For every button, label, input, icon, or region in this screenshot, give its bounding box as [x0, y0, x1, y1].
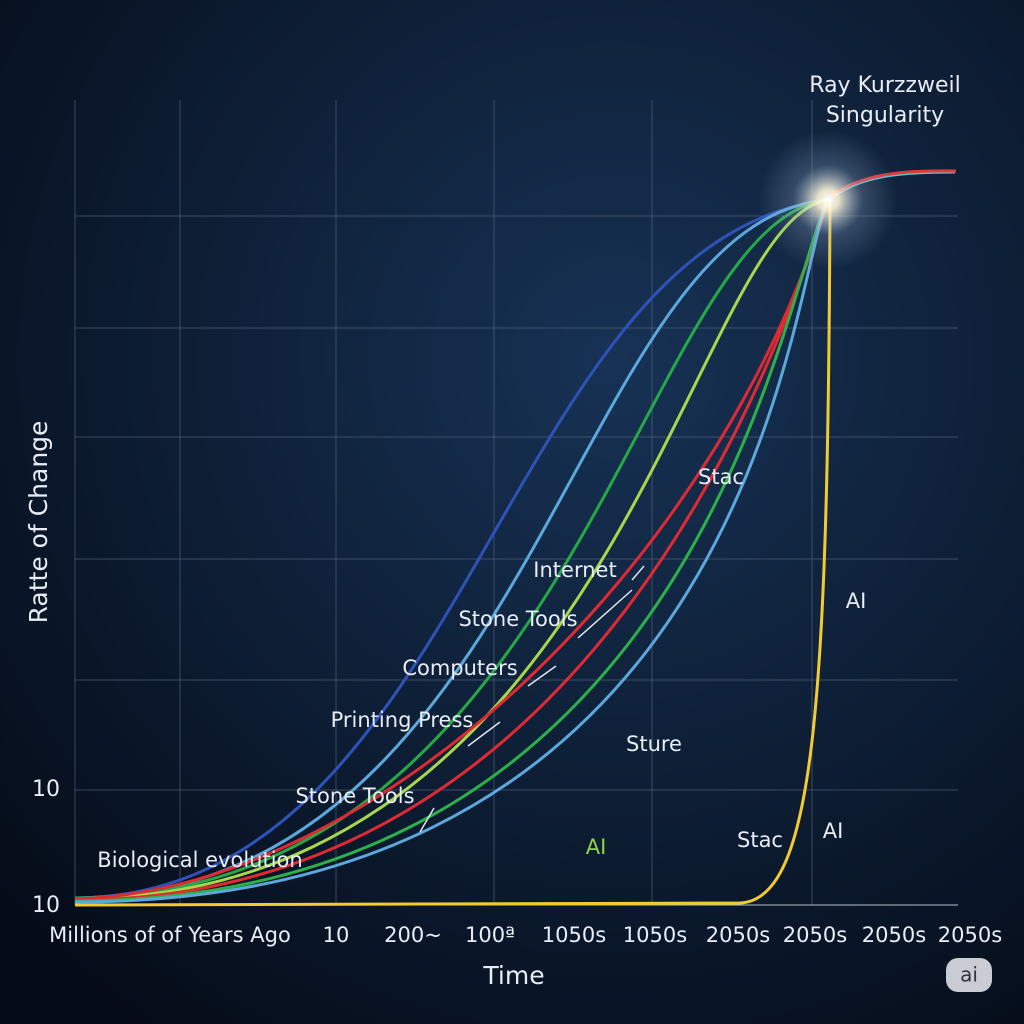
annotation: Stone Tools — [458, 607, 577, 631]
annotation: AI — [846, 589, 867, 613]
x-tick-label: 1050s — [623, 923, 687, 947]
x-axis-label: Time — [482, 961, 544, 990]
annotation: AI — [823, 819, 844, 843]
annotations: Stac Internet Stone Tools Computers Printing… — [97, 465, 866, 872]
badge — [946, 958, 992, 992]
annotation: Sture — [626, 732, 682, 756]
annotation: Printing Press — [331, 708, 474, 732]
x-tick-label: 1050s — [542, 923, 606, 947]
y-tick-label: 10 — [32, 777, 60, 802]
annotation: Stac — [698, 465, 744, 489]
x-tick-label: 2050s — [783, 923, 847, 947]
x-tick-label: 2050s — [862, 923, 926, 947]
pointers — [419, 565, 645, 833]
annotation: Internet — [533, 558, 616, 582]
y-axis-label: Ratte of Change — [24, 421, 53, 624]
y-tick-label: 10 — [32, 893, 60, 918]
x-tick-label: 2050s — [706, 923, 770, 947]
title-line: Singularity — [826, 103, 944, 128]
x-tick-label: 10 — [323, 923, 350, 947]
annotation: Biological evolution — [97, 848, 302, 872]
title-line: Ray Kurzzweil — [809, 73, 960, 98]
singularity-glow — [758, 130, 898, 270]
annotation: Stac — [737, 828, 783, 852]
badge-text: ai — [960, 963, 978, 987]
x-tick-label: Millions of of Years Ago — [49, 923, 291, 947]
x-tick-label: 200~ — [384, 923, 442, 947]
annotation: Computers — [402, 656, 517, 680]
x-tick-label: 2050s — [938, 923, 1002, 947]
x-tick-label: 100ª — [465, 923, 515, 947]
curves — [74, 169, 957, 907]
annotation: AI — [586, 835, 607, 859]
annotation: Stone Tools — [295, 784, 414, 808]
x-ticks: Millions of of Years Ago 10 200~ 100ª 1050s 1… — [49, 923, 1002, 947]
